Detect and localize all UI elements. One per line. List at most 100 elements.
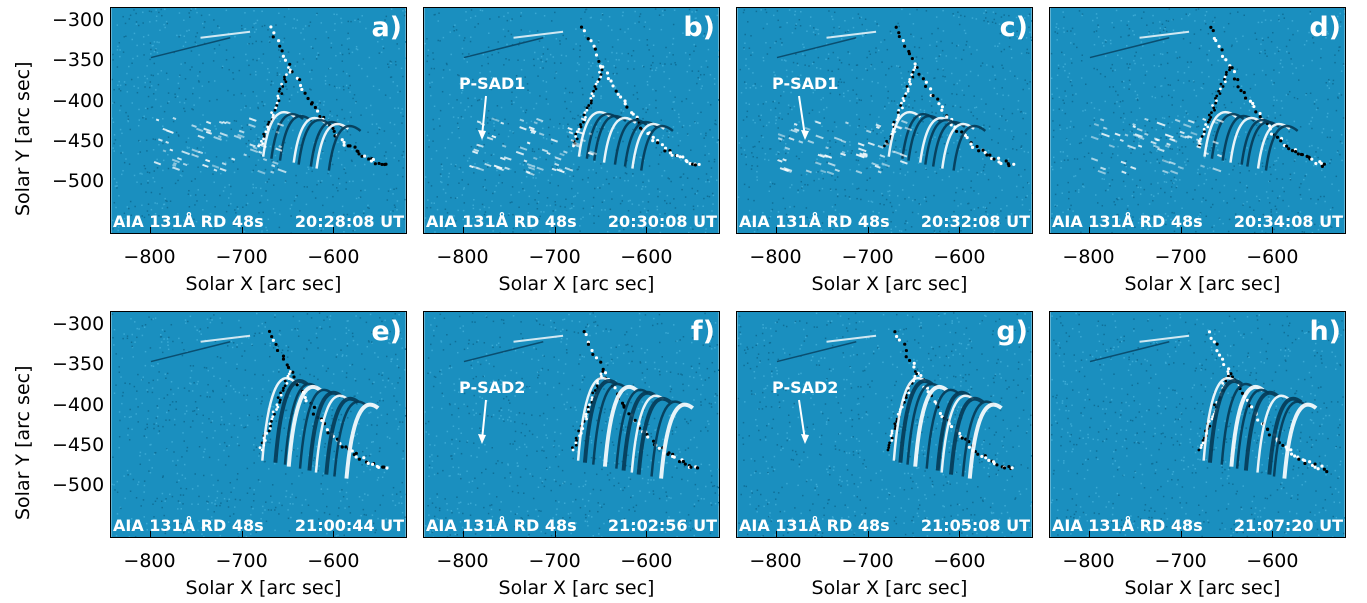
arrow-icon (478, 399, 487, 444)
panel-caption: AIA 131Å RD 48s 21:00:44 UT (111, 515, 406, 537)
x-tick-mark (867, 227, 869, 234)
instrument-label: AIA 131Å RD 48s (426, 516, 577, 535)
x-axis-label: Solar X [arc sec] (811, 577, 968, 599)
x-tick-label: −700 (1154, 246, 1207, 268)
x-tick-mark (333, 531, 335, 538)
x-tick-mark (646, 531, 648, 538)
x-tick-mark (149, 531, 151, 538)
x-tick-mark (1088, 531, 1090, 538)
x-tick-mark (241, 531, 243, 538)
x-tick-mark (1272, 531, 1274, 538)
x-tick-mark (554, 531, 556, 538)
x-axis-label: Solar X [arc sec] (1124, 577, 1281, 599)
x-tick-label: −600 (307, 246, 360, 268)
image-panel-g: g) AIA 131Å RD 48s 21:05:08 UT P-SAD2 (736, 311, 1033, 538)
y-tick-label: −350 (52, 353, 105, 376)
sad-annotation: P-SAD1 (459, 74, 526, 93)
panel-letter: d) (1309, 12, 1341, 43)
x-tick-mark (462, 227, 464, 234)
x-tick-label: −800 (123, 550, 176, 572)
panel-caption: AIA 131Å RD 48s 20:34:08 UT (1050, 211, 1345, 233)
image-panel-h: h) AIA 131Å RD 48s 21:07:20 UT (1049, 311, 1346, 538)
instrument-label: AIA 131Å RD 48s (426, 212, 577, 231)
panel-caption: AIA 131Å RD 48s 21:07:20 UT (1050, 515, 1345, 537)
instrument-label: AIA 131Å RD 48s (739, 516, 890, 535)
y-tick-label: −400 (52, 89, 105, 112)
y-tick-label: −500 (52, 170, 105, 193)
x-tick-label: −800 (436, 550, 489, 572)
panel-letter: c) (999, 12, 1028, 43)
panel-letter: g) (996, 316, 1028, 347)
image-panel-f: f) AIA 131Å RD 48s 21:02:56 UT P-SAD2 (423, 311, 720, 538)
x-tick-label: −600 (307, 550, 360, 572)
x-tick-mark (462, 531, 464, 538)
x-tick-mark (959, 227, 961, 234)
x-tick-label: −700 (841, 246, 894, 268)
x-axis-label: Solar X [arc sec] (185, 273, 342, 295)
panel-letter: h) (1309, 316, 1341, 347)
panel-caption: AIA 131Å RD 48s 21:02:56 UT (424, 515, 719, 537)
x-tick-mark (867, 531, 869, 538)
x-tick-label: −600 (1246, 246, 1299, 268)
arrow-icon (798, 399, 809, 444)
x-tick-mark (1180, 227, 1182, 234)
timestamp-label: 20:28:08 UT (294, 212, 404, 231)
image-panel-c: c) AIA 131Å RD 48s 20:32:08 UT P-SAD1 (736, 7, 1033, 234)
panel-letter: a) (371, 12, 402, 43)
x-tick-mark (1088, 227, 1090, 234)
timestamp-label: 21:05:08 UT (920, 516, 1030, 535)
timestamp-label: 20:30:08 UT (607, 212, 717, 231)
arrow-icon (798, 95, 809, 140)
image-panel-b: b) AIA 131Å RD 48s 20:30:08 UT P-SAD1 (423, 7, 720, 234)
x-axis-label: Solar X [arc sec] (498, 577, 655, 599)
panel-letter: f) (690, 316, 715, 347)
arrow-icon (478, 95, 487, 140)
timestamp-label: 20:34:08 UT (1233, 212, 1343, 231)
panel-caption: AIA 131Å RD 48s 20:28:08 UT (111, 211, 406, 233)
y-tick-label: −500 (52, 474, 105, 497)
y-tick-label: −300 (52, 9, 105, 32)
x-tick-label: −800 (1062, 246, 1115, 268)
y-axis-label: Solar Y [arc sec] (12, 61, 34, 216)
x-tick-mark (333, 227, 335, 234)
y-tick-label: −450 (52, 129, 105, 152)
panel-letter: b) (683, 12, 715, 43)
panel-letter: e) (371, 316, 402, 347)
x-tick-mark (646, 227, 648, 234)
x-tick-label: −600 (620, 550, 673, 572)
x-tick-label: −800 (436, 246, 489, 268)
x-tick-label: −700 (215, 550, 268, 572)
x-tick-label: −600 (933, 246, 986, 268)
timestamp-label: 21:00:44 UT (294, 516, 404, 535)
x-tick-label: −600 (933, 550, 986, 572)
x-tick-label: −700 (841, 550, 894, 572)
x-tick-label: −700 (528, 550, 581, 572)
x-tick-mark (775, 531, 777, 538)
timestamp-label: 21:02:56 UT (607, 516, 717, 535)
panel-caption: AIA 131Å RD 48s 21:05:08 UT (737, 515, 1032, 537)
y-tick-label: −350 (52, 49, 105, 72)
x-tick-mark (554, 227, 556, 234)
y-tick-label: −300 (52, 313, 105, 336)
x-tick-label: −600 (1246, 550, 1299, 572)
x-axis-label: Solar X [arc sec] (811, 273, 968, 295)
x-tick-label: −600 (620, 246, 673, 268)
image-panel-e: e) AIA 131Å RD 48s 21:00:44 UT (110, 311, 407, 538)
x-tick-mark (959, 531, 961, 538)
panel-caption: AIA 131Å RD 48s 20:32:08 UT (737, 211, 1032, 233)
x-tick-label: −800 (1062, 550, 1115, 572)
x-tick-mark (775, 227, 777, 234)
instrument-label: AIA 131Å RD 48s (113, 516, 264, 535)
y-tick-label: −400 (52, 393, 105, 416)
y-tick-label: −450 (52, 433, 105, 456)
x-tick-mark (149, 227, 151, 234)
x-axis-label: Solar X [arc sec] (185, 577, 342, 599)
sad-annotation: P-SAD2 (459, 378, 526, 397)
instrument-label: AIA 131Å RD 48s (1052, 516, 1203, 535)
x-tick-mark (241, 227, 243, 234)
x-tick-label: −700 (215, 246, 268, 268)
timestamp-label: 20:32:08 UT (920, 212, 1030, 231)
x-axis-label: Solar X [arc sec] (498, 273, 655, 295)
instrument-label: AIA 131Å RD 48s (1052, 212, 1203, 231)
sad-annotation: P-SAD1 (772, 74, 839, 93)
